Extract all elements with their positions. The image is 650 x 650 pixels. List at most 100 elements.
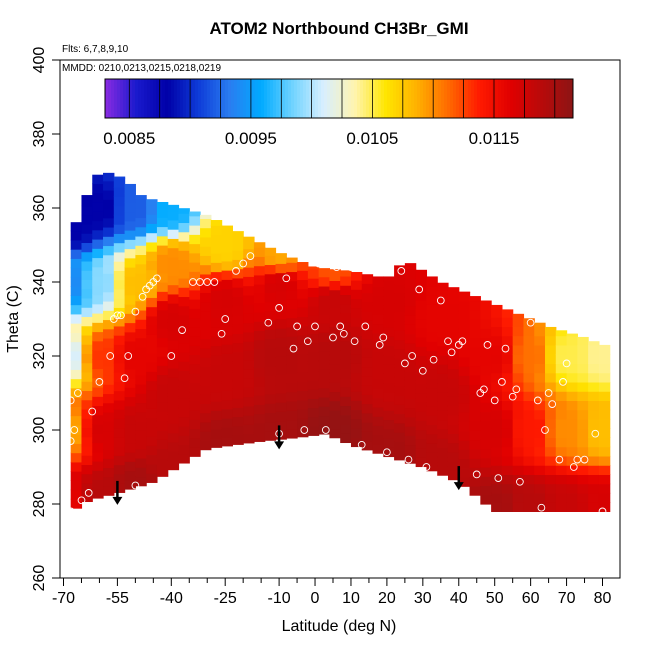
field-cell [340,312,352,323]
field-cell [480,448,492,459]
field-cell [135,300,147,311]
field-cell [491,326,503,337]
field-cell [577,336,589,346]
field-cell [404,315,417,325]
field-cell [480,300,492,311]
field-cell [124,378,136,388]
field-cell [200,236,212,247]
field-cell [297,362,309,373]
field-cell [146,232,158,243]
concentration-field [70,172,611,512]
field-cell [480,467,492,477]
field-cell [243,322,255,333]
field-cell [566,363,578,374]
field-cell [469,430,481,441]
field-cell [469,384,481,394]
field-cell [534,428,546,438]
colorbar-swatch [420,79,424,118]
field-cell [469,347,481,357]
field-cell [566,409,578,420]
field-cell [221,270,233,280]
field-cell [545,446,557,457]
colorbar-swatch [399,79,403,118]
field-cell [555,381,568,392]
colorbar-swatch [558,79,562,118]
y-tick-label: 400 [31,47,48,74]
field-cell [286,345,298,356]
field-cell [566,446,578,457]
field-cell [329,400,341,411]
field-cell [103,199,115,210]
field-cell [189,252,201,263]
field-cell [577,344,589,355]
field-cell [350,437,363,448]
field-cell [566,437,578,448]
field-cell [156,309,169,320]
field-cell [103,402,115,413]
field-cell [318,341,331,352]
sample-point [311,322,319,331]
field-cell [135,374,147,385]
field-cell [566,354,578,364]
colorbar-swatch [132,79,136,118]
field-cell [156,291,169,302]
colorbar-swatch [153,79,157,118]
colorbar-swatch [354,79,358,118]
field-cell [512,313,525,318]
field-cell [113,436,126,447]
field-cell [297,297,309,308]
field-cell [480,457,492,468]
field-cell [70,249,83,259]
sample-point [559,378,567,386]
field-cell [566,483,578,494]
colorbar-swatch [432,79,436,118]
field-cell [469,411,481,422]
y-tick-label: 300 [31,417,48,444]
colorbar-swatch [327,79,331,118]
field-cell [124,267,136,277]
field-cell [469,328,481,339]
field-cell [555,492,568,503]
field-cell [103,189,115,200]
field-cell [523,381,535,392]
field-cell [156,411,169,422]
field-cell [372,276,384,278]
field-cell [588,381,600,392]
field-cell [318,285,331,296]
field-cell [113,335,126,345]
field-cell [394,450,406,461]
field-cell [156,356,169,366]
colorbar-swatch [471,79,475,118]
field-cell [221,353,233,364]
field-cell [232,231,244,233]
field-cell [404,278,417,288]
field-cell [469,421,481,431]
field-cell [189,354,201,365]
field-cell [447,433,460,444]
field-cell [200,421,212,432]
field-cell [534,326,546,337]
field-cell [480,476,492,487]
field-cell [501,335,514,346]
field-cell [70,295,83,306]
field-cell [146,463,158,474]
field-cell [545,372,557,383]
field-cell [146,371,158,382]
colorbar-swatch [378,79,382,118]
field-cell [469,476,481,487]
field-cell [588,418,600,429]
field-cell [340,368,352,379]
field-cell [92,275,104,286]
field-cell [415,447,428,458]
field-cell [372,416,384,426]
field-cell [210,382,223,393]
field-cell [113,372,126,382]
field-cell [491,437,503,448]
field-cell [92,377,104,388]
field-cell [286,262,298,273]
field-cell [372,277,384,288]
field-cell [146,241,158,252]
field-cell [286,363,298,374]
sample-point [498,378,506,386]
field-cell [103,411,115,422]
